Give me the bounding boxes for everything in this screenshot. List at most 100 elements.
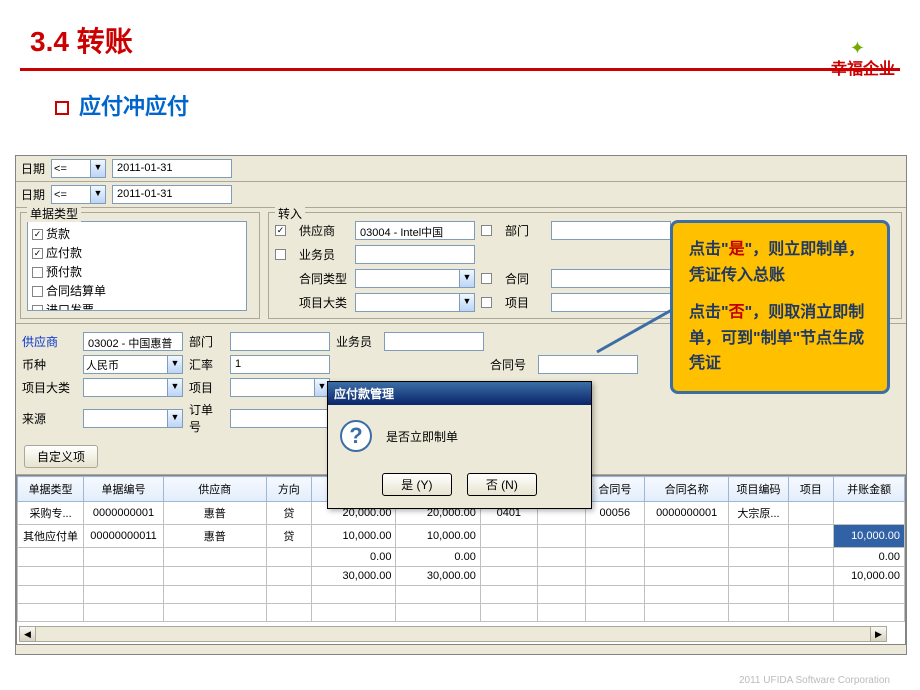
supplier-input[interactable]: 03004 - Intel中国: [355, 221, 475, 240]
form-order-input[interactable]: [230, 409, 330, 428]
form-rate-input[interactable]: 1: [230, 355, 330, 374]
bullet-icon: [55, 101, 69, 115]
date-op-combo[interactable]: <=▼: [51, 159, 106, 178]
date-op-combo-2[interactable]: <=▼: [51, 185, 106, 204]
chevron-down-icon: ▼: [167, 379, 182, 396]
form-projclass-combo[interactable]: ▼: [83, 378, 183, 397]
no-button[interactable]: 否 (N): [467, 473, 537, 496]
date-input[interactable]: 2011-01-31: [112, 159, 232, 178]
column-header[interactable]: 项目编码: [729, 477, 788, 502]
doc-type-item[interactable]: 进口发票: [30, 300, 244, 311]
proj-class-combo[interactable]: ▼: [355, 293, 475, 312]
form-proj-combo[interactable]: ▼: [230, 378, 330, 397]
table-cell: [729, 567, 788, 586]
form-order-label: 订单号: [189, 401, 224, 435]
contract-checkbox[interactable]: [481, 273, 492, 284]
checkbox-icon[interactable]: [32, 248, 43, 259]
contract-label: 合同: [505, 270, 545, 287]
checkbox-icon[interactable]: [32, 267, 43, 278]
form-currency-combo[interactable]: 人民币▼: [83, 355, 183, 374]
checkbox-icon[interactable]: [32, 229, 43, 240]
callout-pointer: [592, 302, 672, 342]
table-cell: 0000000001: [644, 502, 728, 525]
proj-checkbox[interactable]: [481, 297, 492, 308]
table-cell: [163, 548, 266, 567]
supplier-label: 供应商: [299, 222, 349, 239]
table-cell: 10,000.00: [312, 525, 396, 548]
doc-type-listbox[interactable]: 货款应付款预付款合同结算单进口发票: [27, 221, 247, 311]
contract-type-combo[interactable]: ▼: [355, 269, 475, 288]
column-header[interactable]: 方向: [266, 477, 312, 502]
form-rate-label: 汇率: [189, 356, 224, 373]
annotation-callout: 点击"是"，则立即制单，凭证传入总账 点击"否"，则取消立即制单，可到"制单"节…: [670, 220, 890, 394]
checkbox-icon[interactable]: [32, 286, 43, 297]
column-header[interactable]: 合同号: [585, 477, 644, 502]
contract-input[interactable]: [551, 269, 671, 288]
form-proj-label: 项目: [189, 379, 224, 396]
table-cell: [266, 548, 312, 567]
form-currency-label: 币种: [22, 356, 77, 373]
table-cell: [729, 548, 788, 567]
table-cell: 00000000011: [84, 525, 164, 548]
column-header[interactable]: 供应商: [163, 477, 266, 502]
scroll-right-icon[interactable]: ▶: [870, 627, 886, 641]
yes-button[interactable]: 是 (Y): [382, 473, 451, 496]
table-cell: [788, 525, 834, 548]
sales-input[interactable]: [355, 245, 475, 264]
h-scrollbar[interactable]: ◀ ▶: [19, 626, 887, 642]
table-cell: 采购专...: [18, 502, 84, 525]
table-cell: 0.00: [834, 548, 905, 567]
chevron-down-icon: ▼: [167, 356, 182, 373]
form-projclass-label: 项目大类: [22, 379, 77, 396]
doc-type-group: 单据类型 货款应付款预付款合同结算单进口发票: [20, 212, 260, 319]
form-supplier-input[interactable]: 03002 - 中国惠普: [83, 332, 183, 351]
column-header[interactable]: 单据类型: [18, 477, 84, 502]
proj-label: 项目: [505, 294, 545, 311]
table-cell: [644, 548, 728, 567]
checkbox-icon[interactable]: [32, 305, 43, 311]
doc-type-item[interactable]: 应付款: [30, 243, 244, 262]
table-cell: 10,000.00: [834, 525, 905, 548]
copyright-footer: 2011 UFIDA Software Corporation: [739, 675, 890, 686]
proj-class-label: 项目大类: [299, 294, 349, 311]
table-row[interactable]: 其他应付单00000000011惠普贷10,000.0010,000.0010,…: [18, 525, 905, 548]
form-source-combo[interactable]: ▼: [83, 409, 183, 428]
table-cell: [537, 548, 585, 567]
doc-type-item[interactable]: 合同结算单: [30, 281, 244, 300]
form-sales-input[interactable]: [384, 332, 484, 351]
column-header[interactable]: 单据编号: [84, 477, 164, 502]
column-header[interactable]: 并账金额: [834, 477, 905, 502]
sales-checkbox[interactable]: [275, 249, 286, 260]
slide-title: 3.4 转账: [0, 0, 920, 68]
doc-type-item[interactable]: 预付款: [30, 262, 244, 281]
table-cell: [18, 567, 84, 586]
chevron-down-icon: ▼: [90, 186, 105, 203]
table-cell: [729, 525, 788, 548]
column-header[interactable]: 项目: [788, 477, 834, 502]
table-row[interactable]: 0.000.000.00: [18, 548, 905, 567]
question-icon: ?: [340, 420, 372, 452]
table-cell: [644, 525, 728, 548]
table-cell: 贷: [266, 525, 312, 548]
custom-fields-button[interactable]: 自定义项: [24, 445, 98, 468]
doc-type-title: 单据类型: [27, 205, 81, 222]
dept-input[interactable]: [551, 221, 671, 240]
table-cell: [480, 525, 537, 548]
table-cell: [18, 548, 84, 567]
column-header[interactable]: 合同名称: [644, 477, 728, 502]
table-row[interactable]: 30,000.0030,000.0010,000.00: [18, 567, 905, 586]
date-input-2[interactable]: 2011-01-31: [112, 185, 232, 204]
supplier-checkbox[interactable]: [275, 225, 286, 236]
table-cell: [480, 567, 537, 586]
form-dept-input[interactable]: [230, 332, 330, 351]
doc-type-item[interactable]: 货款: [30, 224, 244, 243]
table-cell: [84, 567, 164, 586]
table-cell: [266, 567, 312, 586]
table-cell: 大宗原...: [729, 502, 788, 525]
table-cell: 00056: [585, 502, 644, 525]
dept-checkbox[interactable]: [481, 225, 492, 236]
scroll-left-icon[interactable]: ◀: [20, 627, 36, 641]
dept-label: 部门: [505, 222, 545, 239]
table-cell: [644, 567, 728, 586]
date-label-2: 日期: [21, 186, 45, 203]
